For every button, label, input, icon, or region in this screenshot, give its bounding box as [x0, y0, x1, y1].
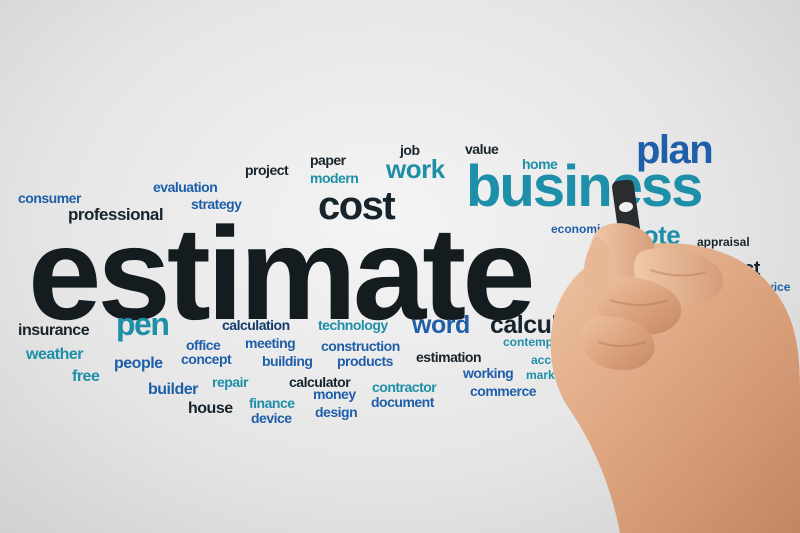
word-pen: pen [116, 306, 170, 342]
word-digital: digital [666, 365, 702, 379]
word-professional: professional [68, 205, 164, 224]
word-project: project [245, 162, 289, 178]
word-plan: plan [636, 128, 714, 172]
word-management: management [677, 280, 752, 294]
word-quote: quote [612, 220, 681, 250]
word-device: device [251, 410, 292, 426]
word-house: house [188, 400, 233, 417]
word-meeting: meeting [245, 335, 296, 351]
word-repair: repair [212, 374, 248, 390]
word-architecture: architecture [626, 323, 695, 337]
word-insurance: insurance [18, 322, 90, 339]
word-prognosis: prognosis [636, 307, 695, 321]
word-service: service [749, 280, 791, 294]
word-construction: construction [321, 338, 400, 354]
word-people: people [114, 355, 163, 372]
word-modern: modern [310, 170, 359, 186]
word-job: job [400, 142, 420, 158]
word-commerce: commerce [470, 383, 537, 399]
word-strategy: strategy [191, 196, 242, 212]
word-accounting: accounting [531, 353, 596, 367]
word-contract: contract [685, 258, 760, 280]
word-consumer: consumer [18, 190, 81, 206]
word-technology: technology [318, 317, 388, 333]
word-online: online [578, 384, 614, 398]
word-appraisal: appraisal [697, 235, 750, 249]
word-kitchen: kitchen [696, 349, 739, 363]
word-value: value [465, 141, 499, 157]
word-writing: writing [630, 291, 670, 305]
word-home: home [522, 156, 558, 172]
word-weather: weather [26, 346, 83, 363]
word-estimation: estimation [416, 349, 482, 365]
word-paper: paper [310, 152, 346, 168]
word-business: business [466, 154, 703, 219]
word-free: free [72, 368, 100, 385]
word-working: working [463, 365, 514, 381]
word-forecast: forecast [607, 366, 654, 380]
word-concept: concept [181, 351, 232, 367]
word-finance: finance [249, 395, 295, 411]
word-building: building [262, 353, 313, 369]
word-communication: communication [677, 294, 766, 308]
word-price: price [622, 251, 673, 276]
word-calculator: calculator [289, 374, 351, 390]
word-estimate: estimate [28, 200, 536, 347]
word-builder: builder [148, 381, 198, 398]
word-products: products [337, 353, 393, 369]
word-internet: internet [725, 319, 770, 333]
word-marketing: marketing [526, 368, 584, 382]
word-cost: cost [318, 184, 396, 228]
word-contemporary: contemporary [503, 335, 584, 349]
word-word: word [412, 311, 470, 339]
word-economic: economic [551, 222, 608, 236]
word-office: office [186, 337, 221, 353]
word-contractor: contractor [372, 379, 437, 395]
word-work: work [386, 154, 445, 184]
word-document: document [371, 394, 434, 410]
word-conditions: conditions [617, 352, 678, 366]
word-calculation: calculation [222, 317, 290, 333]
word-money: money [313, 386, 356, 402]
word-evaluation: evaluation [153, 179, 218, 195]
word-design: design [315, 404, 358, 420]
